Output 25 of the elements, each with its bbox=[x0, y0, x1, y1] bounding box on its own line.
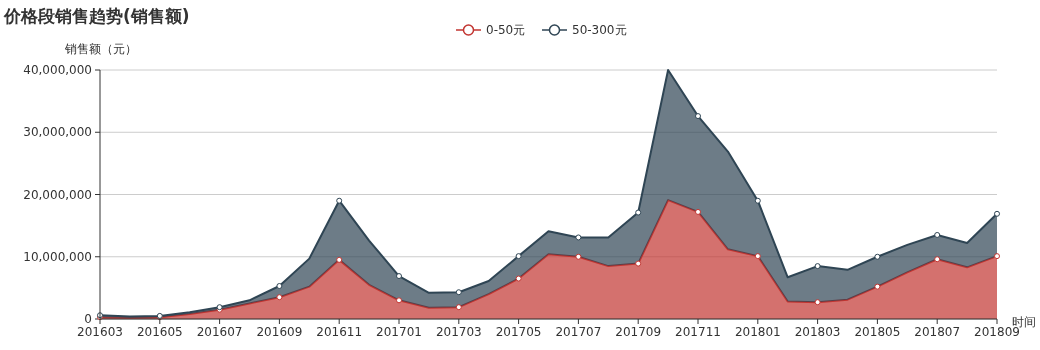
y-tick-label: 10,000,000 bbox=[23, 249, 92, 264]
x-tick-label: 201707 bbox=[555, 325, 602, 339]
y-tick-label: 0 bbox=[84, 312, 92, 326]
x-tick-label: 201701 bbox=[376, 325, 422, 339]
x-axis-title: 时间 bbox=[1012, 315, 1036, 329]
legend-label: 0-50元 bbox=[486, 23, 526, 37]
x-tick-label: 201709 bbox=[615, 325, 662, 339]
y-tick-label: 30,000,000 bbox=[23, 125, 92, 140]
x-tick-label: 201807 bbox=[914, 325, 961, 339]
x-tick-label: 201605 bbox=[136, 325, 183, 339]
legend-label: 50-300元 bbox=[572, 23, 627, 37]
x-tick-label: 201801 bbox=[734, 325, 781, 339]
y-tick-label: 40,000,000 bbox=[23, 63, 92, 77]
x-tick-label: 201607 bbox=[196, 325, 243, 339]
x-tick-label: 201805 bbox=[854, 325, 901, 339]
x-tick-label: 201603 bbox=[77, 325, 123, 339]
x-tick-label: 201611 bbox=[316, 325, 363, 339]
y-axis-title: 销售额（元） bbox=[64, 42, 137, 56]
x-tick-label: 201609 bbox=[256, 325, 303, 339]
x-tick-label: 201703 bbox=[435, 325, 482, 339]
x-tick-label: 201711 bbox=[675, 325, 721, 339]
x-tick-label: 201705 bbox=[495, 325, 542, 339]
chart-title: 价格段销售趋势(销售额) bbox=[3, 6, 190, 26]
y-tick-label: 20,000,000 bbox=[23, 187, 92, 202]
x-tick-label: 201803 bbox=[794, 325, 841, 339]
